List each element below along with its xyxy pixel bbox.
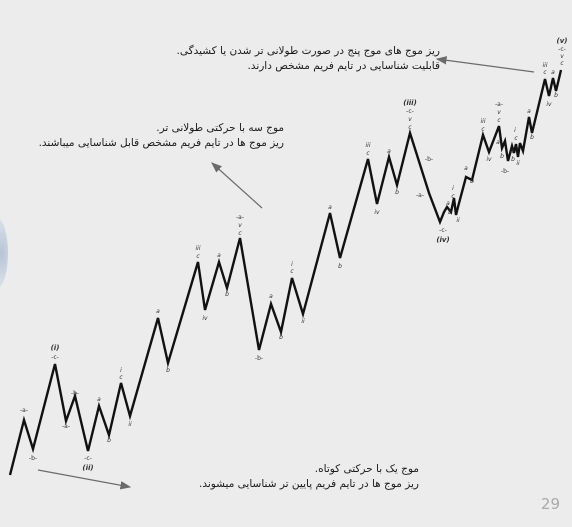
wave-label: -b- [71,390,79,397]
wave-label: -c- [51,354,59,361]
wave-label: -c- [406,108,414,115]
wave-label: b [279,334,283,341]
arrow-to-wave-three [211,162,263,209]
wave-label: -b- [255,355,263,362]
wave-label: c [366,150,370,157]
wave-label: iii [195,245,200,252]
wave-label: c [238,230,242,237]
wave-label: i [452,185,454,192]
wave-label: c [543,69,547,76]
wave-label: iii [542,62,547,69]
wave-label: a [464,165,468,172]
wave-label: -a- [62,423,70,430]
wave-label: c [408,124,412,131]
wave-label: v [238,222,242,229]
wave-label: iv [546,101,552,108]
wave-label: c [119,374,123,381]
wave-label: b [338,263,342,270]
wave-label: b [530,134,534,141]
wave-label: ii [516,160,520,167]
note-wave-one-line-2: ریز موج ها در تایم فریم پایین تر شناسایی… [198,478,419,490]
wave-label: -c- [84,455,92,462]
wave-label: iv [202,315,208,322]
wave-label: iii [480,118,485,125]
wave-label: -a- [416,192,424,199]
wave-label: iii [365,142,370,149]
edge-decoration [0,218,8,288]
wave-label: v [497,109,501,116]
wave-label: -c- [558,46,566,53]
wave-label: c [196,253,200,260]
wave-label: a [217,252,221,259]
wave-label: (ii) [82,464,93,472]
wave-label: b [448,209,452,216]
wave-label: (iv) [436,236,449,244]
wave-label: a [446,200,450,207]
wave-label: b [511,156,515,163]
wave-labels: (i)-c--a--b--b--a-abicii-c-(ii)abiiiciva… [20,37,567,472]
arrow-to-wave-one [37,469,132,490]
wave-label: a [328,204,332,211]
wave-label: ii [301,318,305,325]
note-wave-three-line-1: موج سه با حرکتی طولانی تر. [156,122,284,134]
note-wave-five: ریز موج های موج پنج در صورت طولانی تر شد… [177,44,440,74]
note-wave-five-line-1: ریز موج های موج پنج در صورت طولانی تر شد… [176,45,440,57]
note-wave-three-line-2: ریز موج ها در تایم فریم مشخص قابل شناسای… [38,137,284,149]
wave-label: -b- [29,455,37,462]
wave-label: a [269,293,273,300]
wave-label: v [408,116,412,123]
wave-label: a [97,396,101,403]
page-number: 29 [540,495,560,513]
wave-label: c [290,268,294,275]
wave-label: iv [374,209,380,216]
wave-label: (v) [557,37,568,45]
note-wave-one: موج یک با حرکتی کوتاه. ریز موج ها در تای… [199,462,419,492]
note-wave-five-line-2: قابلیت شناسایی در تایم فریم مشخص دارند. [247,60,440,72]
wave-label: b [470,178,474,185]
wave-label: (i) [51,344,60,352]
wave-label: a [496,139,500,146]
wave-label: -a- [495,101,503,108]
wave-label: a [387,148,391,155]
wave-label: b [225,291,229,298]
wave-label: a [551,69,555,76]
wave-label: b [500,153,504,160]
wave-label: iv [486,156,492,163]
wave-label: i [514,127,516,134]
wave-label: ii [128,421,132,428]
wave-label: i [120,367,122,374]
wave-label: b [166,367,170,374]
wave-label: c [451,193,455,200]
wave-label: c [560,60,564,67]
wave-label: a [527,108,531,115]
note-wave-three: موج سه با حرکتی طولانی تر. ریز موج ها در… [39,121,284,151]
wave-label: -a- [20,407,28,414]
wave-label: c [514,135,518,142]
wave-label: a [510,148,514,155]
wave-label: a [156,308,160,315]
wave-line [8,69,563,476]
wave-label: b [107,437,111,444]
arrow-to-wave-five [435,56,535,73]
wave-label: v [560,53,564,60]
wave-label: i [291,261,293,268]
wave-label: b [395,189,399,196]
wave-label: c [497,117,501,124]
wave-label: (iii) [403,99,417,107]
wave-label: c [481,126,485,133]
wave-label: ii [456,217,460,224]
note-wave-one-line-1: موج یک با حرکتی کوتاه. [314,463,419,475]
wave-label: -b- [425,156,433,163]
wave-label: b [554,92,558,99]
wave-label: -a- [236,214,244,221]
wave-label: -b- [501,168,509,175]
wave-label: -c- [439,227,447,234]
